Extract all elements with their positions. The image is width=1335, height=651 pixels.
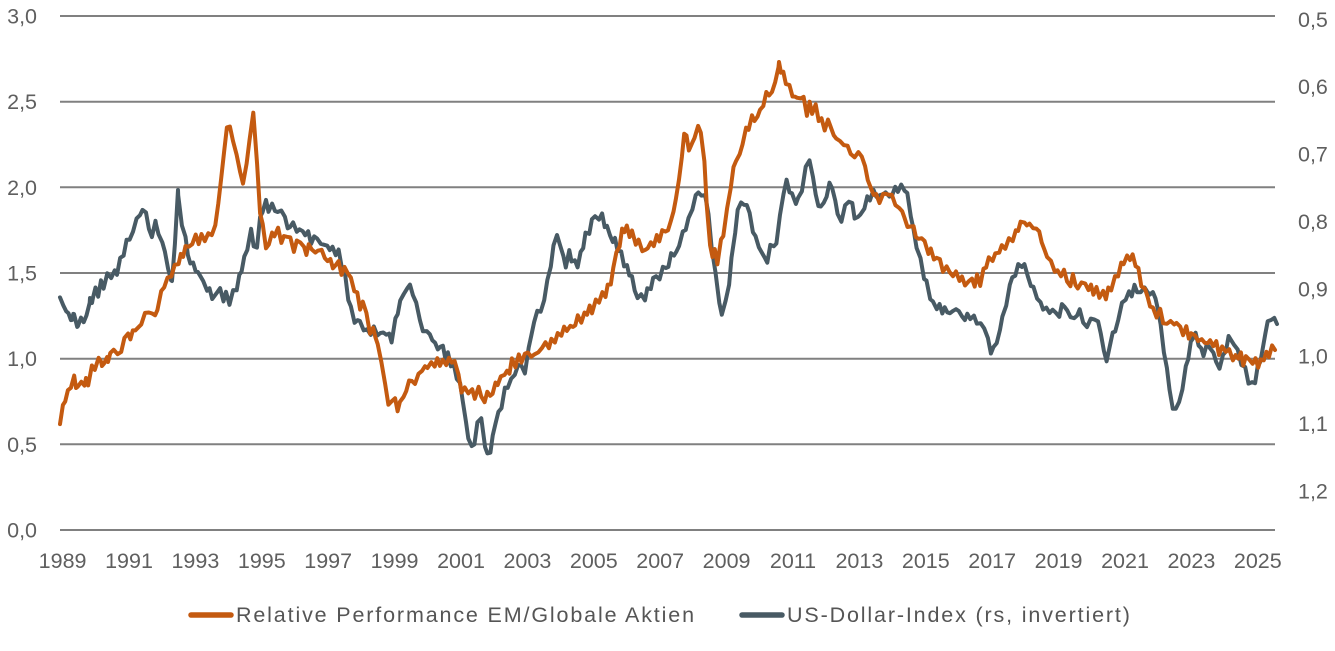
svg-text:2007: 2007 (636, 549, 684, 573)
svg-text:2021: 2021 (1101, 549, 1149, 573)
svg-text:US-Dollar-Index (rs, invertier: US-Dollar-Index (rs, invertiert) (787, 603, 1132, 627)
svg-text:1997: 1997 (304, 549, 352, 573)
svg-text:Relative Performance EM/Global: Relative Performance EM/Globale Aktien (236, 603, 696, 627)
svg-text:1989: 1989 (39, 549, 87, 573)
svg-text:0,5: 0,5 (1298, 8, 1328, 32)
svg-text:0,8: 0,8 (1298, 210, 1328, 234)
svg-text:1999: 1999 (371, 549, 419, 573)
svg-text:2005: 2005 (570, 549, 618, 573)
svg-text:2009: 2009 (703, 549, 751, 573)
svg-text:1995: 1995 (238, 549, 286, 573)
svg-text:1,1: 1,1 (1298, 412, 1328, 436)
svg-text:2017: 2017 (968, 549, 1016, 573)
svg-text:2001: 2001 (437, 549, 485, 573)
svg-text:2019: 2019 (1035, 549, 1083, 573)
svg-text:2013: 2013 (835, 549, 883, 573)
svg-text:2015: 2015 (902, 549, 950, 573)
svg-text:1,0: 1,0 (7, 347, 37, 371)
svg-text:1,2: 1,2 (1298, 479, 1328, 503)
svg-text:2011: 2011 (770, 549, 816, 573)
svg-text:2025: 2025 (1234, 549, 1282, 573)
svg-text:1993: 1993 (171, 549, 219, 573)
svg-text:2,5: 2,5 (7, 90, 37, 114)
svg-text:2003: 2003 (503, 549, 551, 573)
svg-text:0,6: 0,6 (1298, 75, 1328, 99)
svg-text:0,7: 0,7 (1298, 143, 1328, 167)
svg-text:0,0: 0,0 (7, 519, 37, 543)
svg-text:1,0: 1,0 (1298, 345, 1328, 369)
svg-text:0,5: 0,5 (7, 433, 37, 457)
svg-text:2,0: 2,0 (7, 176, 37, 200)
svg-text:2023: 2023 (1167, 549, 1215, 573)
svg-text:1991: 1991 (105, 549, 153, 573)
svg-text:0,9: 0,9 (1298, 277, 1328, 301)
svg-text:3,0: 3,0 (7, 5, 37, 29)
svg-text:1,5: 1,5 (7, 262, 37, 286)
